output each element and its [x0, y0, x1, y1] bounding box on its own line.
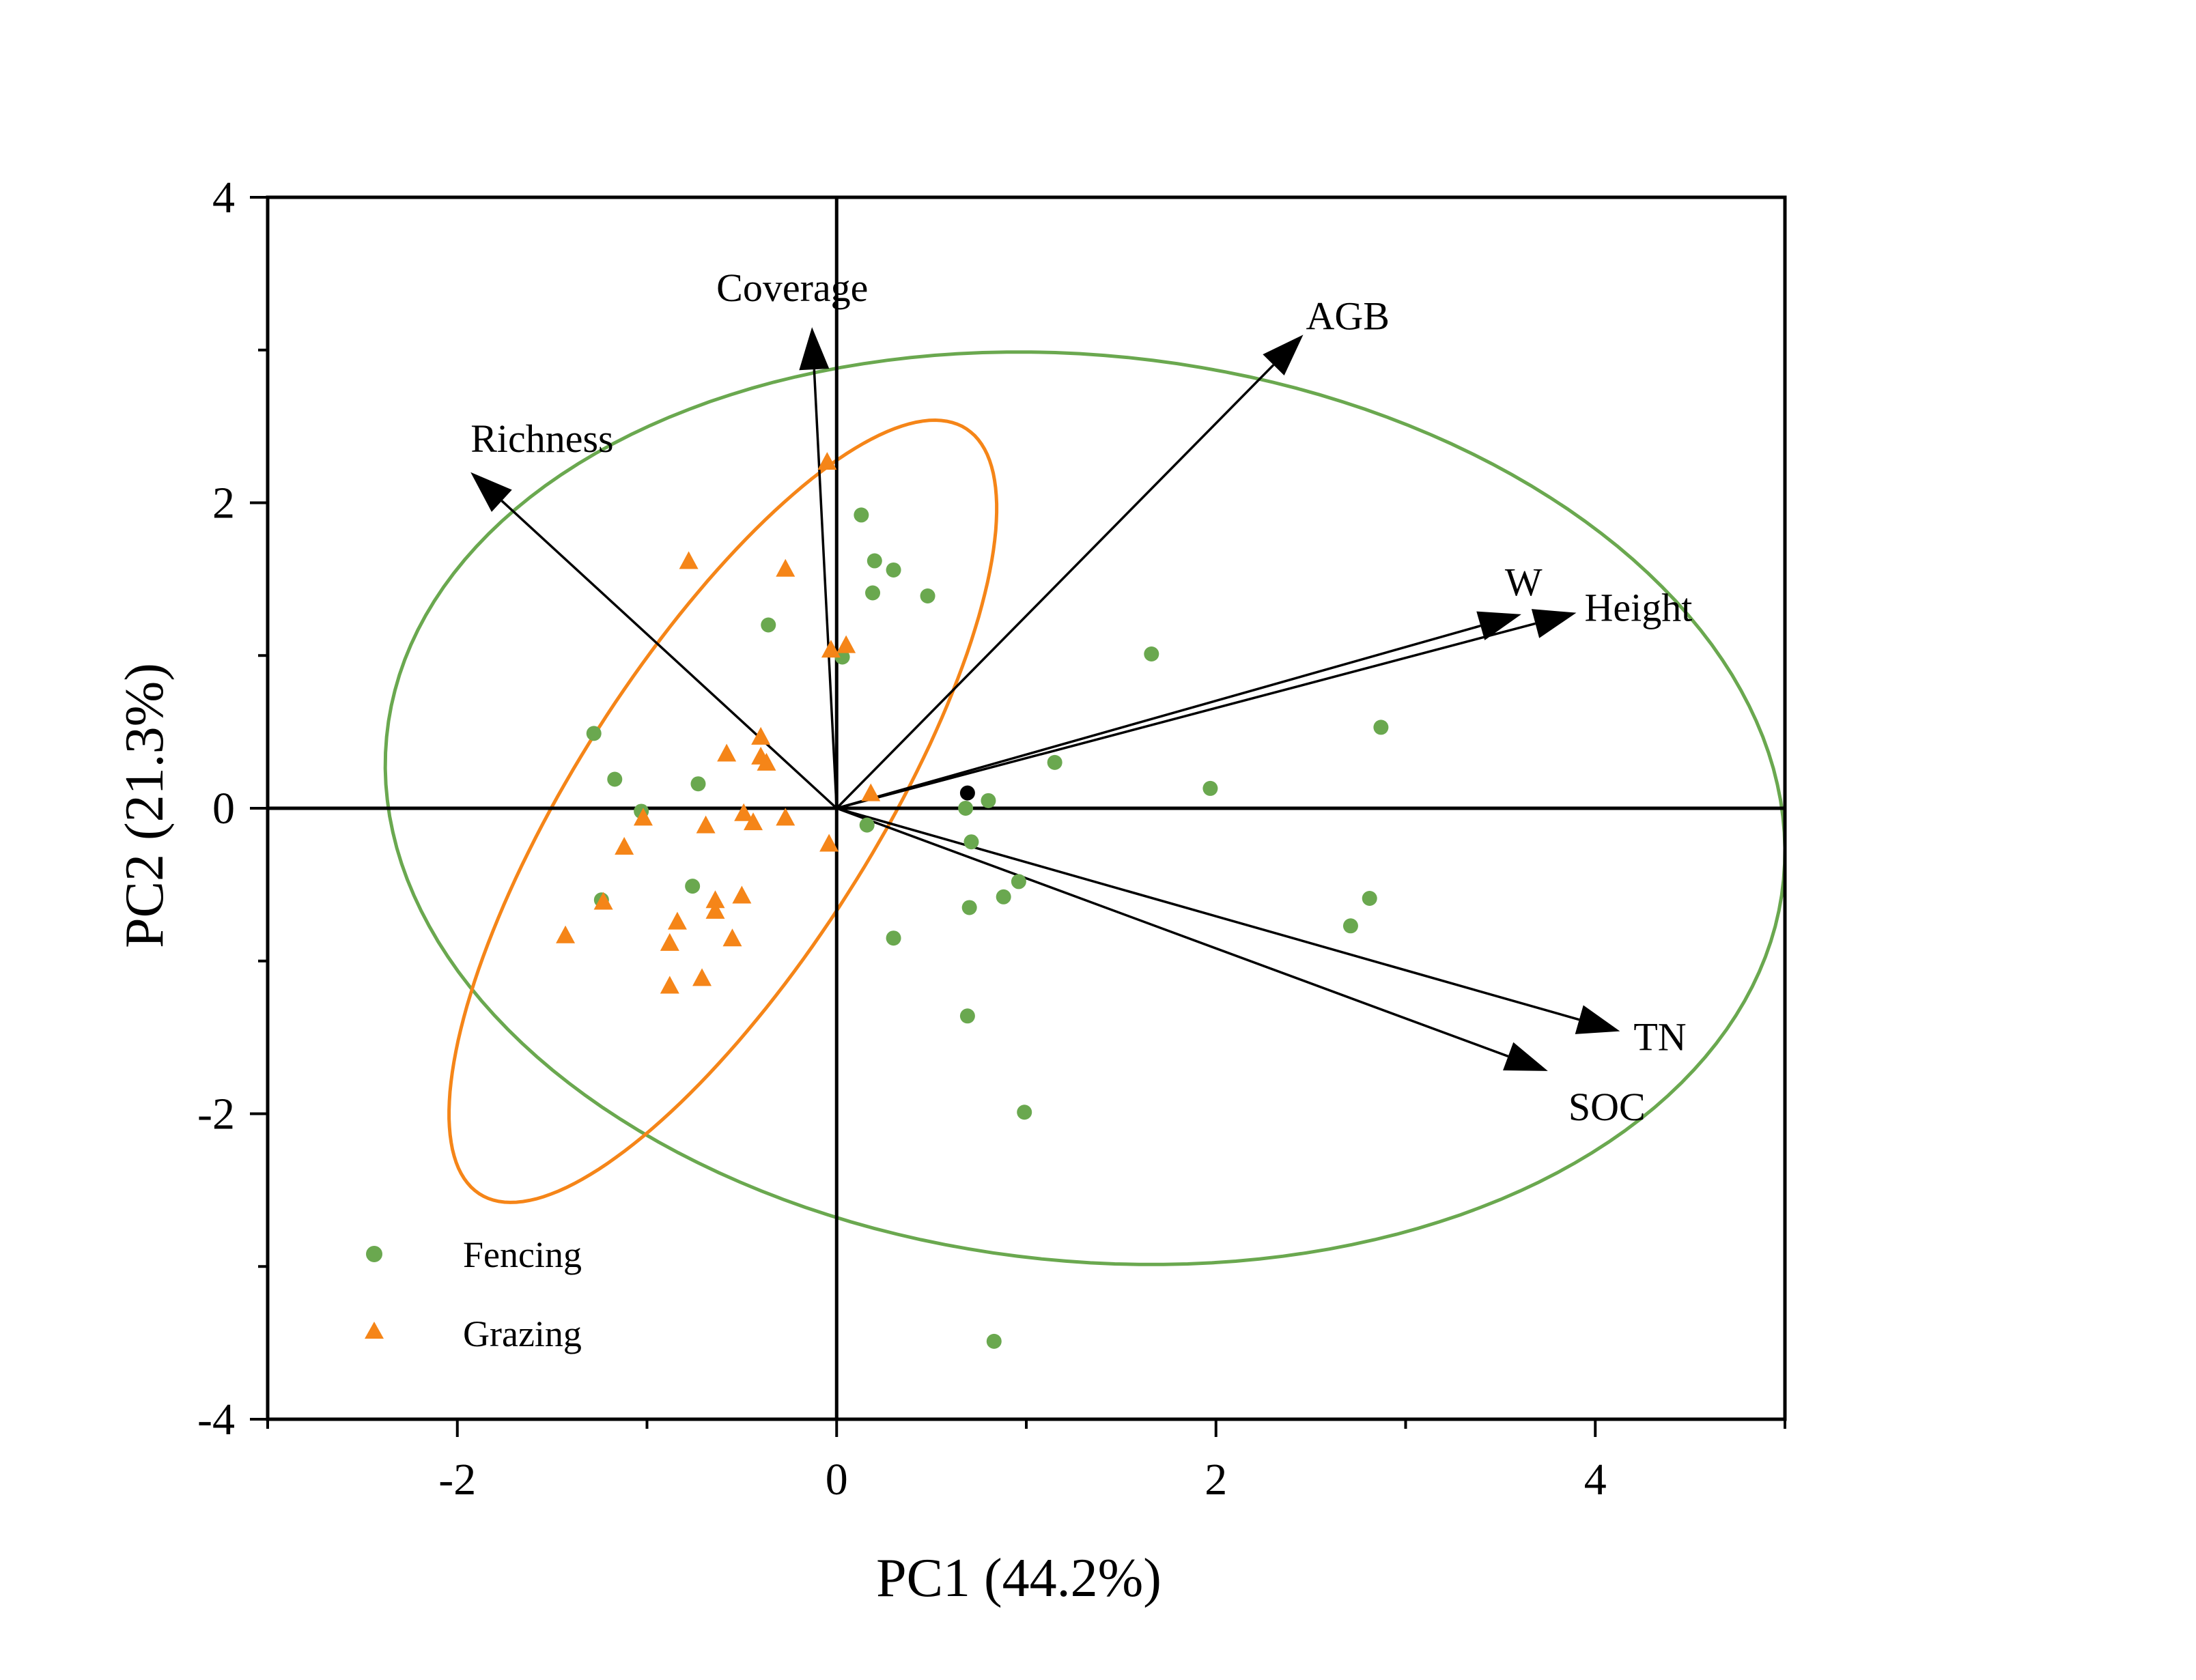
point-grazing	[861, 783, 881, 801]
arrow-height-shaft	[836, 622, 1536, 810]
point-grazing	[722, 928, 742, 947]
arrow-label-richness: Richness	[470, 416, 613, 461]
point-grazing	[821, 640, 841, 658]
point-fencing	[1011, 874, 1026, 889]
arrow-w-head	[1476, 611, 1521, 640]
arrow-height-head	[1531, 609, 1577, 638]
ellipse-fencing	[383, 350, 1787, 1266]
arrow-agb-head	[1263, 334, 1304, 375]
legend-marker-grazing	[365, 1322, 384, 1339]
point-fencing	[1373, 720, 1389, 735]
arrow-soc-shaft	[836, 807, 1509, 1058]
point-grazing	[776, 808, 796, 826]
point-fencing	[1202, 780, 1218, 796]
arrow-tn-head	[1575, 1005, 1620, 1034]
legend-marker-fencing	[366, 1246, 382, 1262]
point-fencing	[1342, 918, 1358, 934]
arrow-label-coverage: Coverage	[716, 266, 868, 310]
y-tick-label: -2	[197, 1090, 235, 1139]
point-fencing	[886, 930, 901, 946]
legend: Fencing Grazing	[365, 1234, 582, 1354]
point-grazing	[633, 808, 653, 826]
arrow-soc-head	[1503, 1042, 1548, 1071]
arrow-coverage-head	[799, 327, 830, 371]
point-fencing	[961, 900, 977, 915]
point-fencing	[854, 507, 869, 523]
ellipse-grazing	[447, 418, 999, 1204]
point-grazing	[817, 452, 837, 470]
point-fencing	[920, 588, 935, 603]
y-tick-label: 2	[212, 479, 235, 528]
point-fencing	[1017, 1105, 1032, 1120]
point-grazing	[696, 815, 716, 834]
point-fencing	[607, 771, 623, 787]
arrow-richness-shaft	[501, 500, 838, 810]
point-fencing	[996, 889, 1011, 905]
point-fencing	[981, 793, 996, 808]
point-fencing	[690, 776, 706, 792]
point-fencing	[959, 1008, 975, 1024]
point-grazing	[776, 558, 796, 577]
x-tick-label: 4	[1584, 1455, 1607, 1505]
arrow-agb-shaft	[836, 364, 1275, 810]
y-tick-label: 4	[212, 173, 235, 223]
point-fencing	[1047, 754, 1062, 770]
point-origin-marker	[959, 785, 975, 801]
y-tick-label: 0	[212, 784, 235, 834]
point-fencing	[1362, 891, 1377, 907]
arrow-label-w: W	[1505, 560, 1543, 604]
point-fencing	[586, 726, 602, 741]
point-fencing	[859, 817, 875, 833]
axis-ticks: -2 0 2 4 -4 -2 0 2 4	[197, 173, 1786, 1505]
arrow-label-height: Height	[1584, 586, 1692, 630]
arrow-w-shaft	[836, 625, 1481, 810]
point-fencing	[958, 801, 974, 816]
point-grazing	[705, 900, 725, 919]
point-grazing	[757, 752, 776, 771]
x-tick-label: -2	[438, 1455, 476, 1505]
point-grazing	[819, 834, 839, 852]
point-fencing	[685, 879, 701, 894]
arrow-tn-shaft	[836, 807, 1580, 1021]
x-axis-title: PC1 (44.2%)	[876, 1548, 1162, 1608]
point-grazing	[593, 892, 613, 910]
legend-label-grazing: Grazing	[463, 1313, 582, 1354]
point-fencing	[865, 585, 881, 601]
point-fencing	[834, 649, 850, 665]
arrow-coverage-shaft	[813, 369, 838, 809]
arrow-label-tn: TN	[1633, 1015, 1686, 1059]
point-grazing	[717, 743, 737, 762]
point-grazing	[705, 890, 725, 909]
y-tick-label: -4	[197, 1395, 235, 1444]
point-grazing	[732, 885, 752, 904]
data-points	[556, 452, 1389, 1349]
confidence-ellipses	[383, 350, 1787, 1266]
point-grazing	[734, 803, 754, 821]
point-grazing	[744, 812, 763, 831]
x-tick-label: 2	[1205, 1455, 1227, 1505]
loading-arrows: Coverage AGB Richness W Height TN SOC	[470, 266, 1692, 1129]
point-grazing	[836, 635, 856, 653]
point-grazing	[660, 976, 679, 994]
legend-label-fencing: Fencing	[463, 1234, 582, 1275]
y-axis-title: PC2 (21.3%)	[115, 663, 175, 948]
point-grazing	[751, 726, 771, 745]
point-grazing	[692, 968, 712, 986]
point-fencing	[986, 1333, 1002, 1349]
arrow-label-soc: SOC	[1568, 1085, 1646, 1129]
point-grazing	[556, 925, 576, 943]
arrow-label-agb: AGB	[1306, 294, 1390, 338]
point-fencing	[761, 617, 776, 633]
point-fencing	[867, 553, 882, 569]
arrow-richness-head	[470, 472, 512, 512]
point-grazing	[615, 836, 634, 855]
point-grazing	[679, 551, 699, 569]
point-fencing	[963, 834, 979, 850]
point-grazing	[660, 932, 679, 951]
point-grazing	[667, 911, 687, 930]
x-tick-label: 0	[826, 1455, 848, 1505]
point-fencing	[1144, 646, 1159, 662]
point-fencing	[886, 562, 901, 578]
